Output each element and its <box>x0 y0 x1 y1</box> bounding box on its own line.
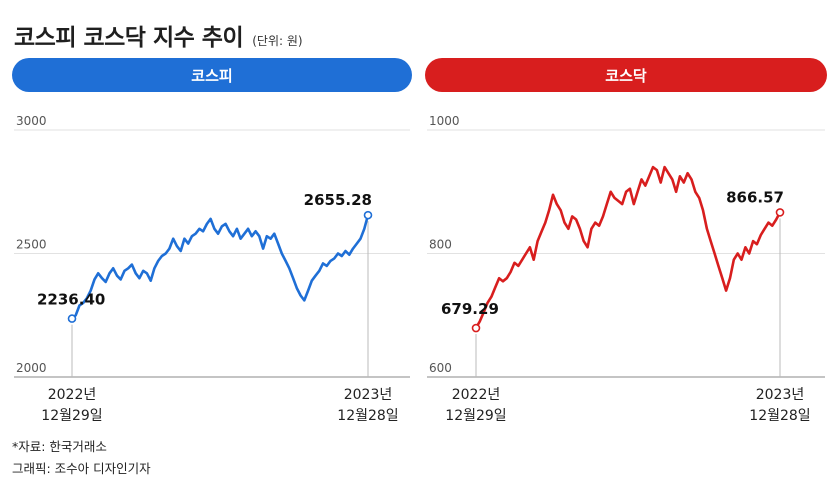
kospi-panel: 코스피 <box>12 58 412 92</box>
x-tick-label-date: 12월29일 <box>41 408 102 424</box>
x-tick-label-year: 2023년 <box>756 387 805 403</box>
start-point-marker <box>471 323 481 333</box>
y-tick-label: 2500 <box>16 238 47 252</box>
x-tick-label-year: 2022년 <box>452 387 501 403</box>
source-note: *자료: 한국거래소 <box>12 439 107 454</box>
start-point-marker <box>67 314 77 323</box>
x-tick-label-year: 2023년 <box>344 387 393 403</box>
unit-note: (단위: 원) <box>252 34 303 48</box>
credit-note: 그래픽: 조수아 디자인기자 <box>12 461 151 476</box>
start-value-label: 2236.40 <box>37 291 105 309</box>
end-value-label: 2655.28 <box>304 191 372 209</box>
kospi-chart: 3000 2500 2000 2236.40 2655.28 2022년 12월29일 202… <box>14 114 410 424</box>
x-tick-label-date: 12월28일 <box>337 408 398 424</box>
series-line <box>71 214 370 320</box>
header: 코스피 코스닥 지수 추이 (단위: 원) <box>14 18 303 52</box>
y-tick-label: 1000 <box>429 114 460 128</box>
kospi-header-pill: 코스피 <box>12 58 412 92</box>
start-value-label: 679.29 <box>441 300 499 318</box>
x-tick-label-year: 2022년 <box>48 387 97 403</box>
y-tick-label: 800 <box>429 238 452 252</box>
y-tick-label: 3000 <box>16 114 47 128</box>
x-tick-label-date: 12월29일 <box>445 408 506 424</box>
y-tick-label: 600 <box>429 361 452 375</box>
page-title: 코스피 코스닥 지수 추이 <box>14 25 244 51</box>
kosdaq-panel: 코스닥 <box>425 58 827 92</box>
end-point-marker <box>775 208 785 217</box>
kosdaq-header-pill: 코스닥 <box>425 58 827 92</box>
end-value-label: 866.57 <box>726 188 784 206</box>
series-line <box>474 165 782 329</box>
x-tick-label-date: 12월28일 <box>749 408 810 424</box>
end-point-marker <box>363 210 373 220</box>
y-tick-label: 2000 <box>16 361 47 375</box>
kosdaq-chart: 1000 800 600 679.29 866.57 2022년 12월29일 2023년 12… <box>427 114 825 424</box>
